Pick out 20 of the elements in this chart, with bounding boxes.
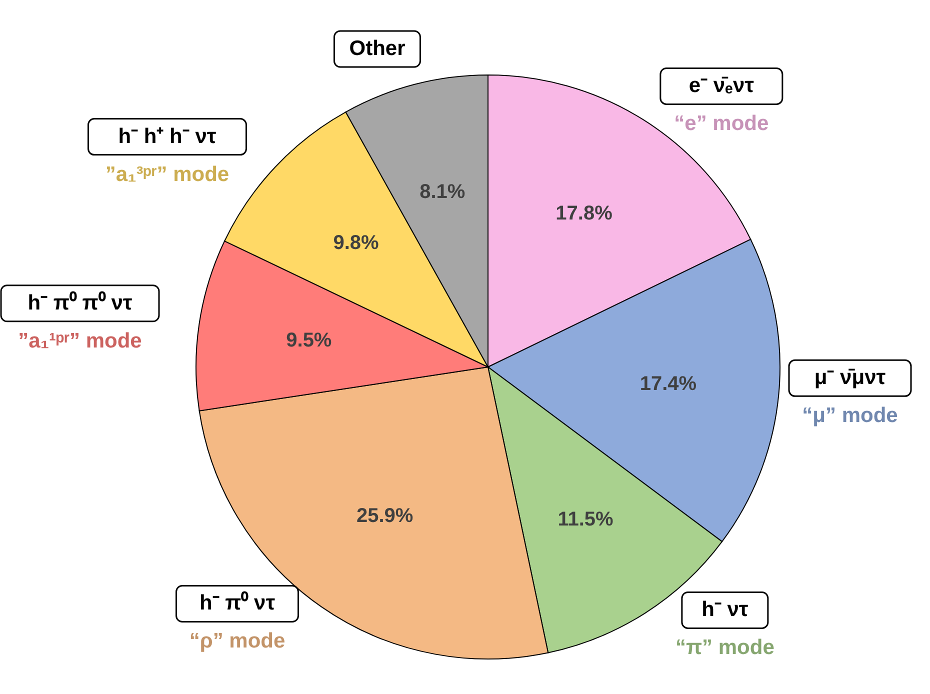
text: “π” mode — [675, 636, 774, 660]
text: “e” mode — [674, 112, 769, 136]
text: “μ” mode — [802, 404, 898, 428]
text: “ρ” mode — [189, 630, 286, 653]
data-label: 9.8% — [333, 232, 380, 254]
data-label: 8.1% — [420, 180, 466, 203]
data-label: 17.4% — [640, 373, 697, 396]
slice-label: h⁻ h⁺ h⁻ ντ — [118, 124, 217, 148]
slice-label: μ⁻ ν̄μντ — [814, 366, 886, 390]
slice-label: Other — [349, 36, 406, 60]
data-label: 9.5% — [286, 329, 332, 352]
slice-label: e⁻ ν̄ₑντ — [688, 74, 755, 98]
slice-label: h⁻ π⁰ ντ — [199, 590, 276, 615]
text: ”a₁³ᵖʳ” mode — [105, 162, 230, 186]
data-label: 17.8% — [556, 202, 613, 225]
text: ”a₁¹ᵖʳ” mode — [18, 329, 142, 352]
slice-label: h⁻ π⁰ π⁰ ντ — [28, 290, 133, 314]
slice-label: h⁻ ντ — [702, 598, 749, 622]
data-label: 25.9% — [356, 504, 414, 527]
data-label: 11.5% — [558, 508, 614, 531]
